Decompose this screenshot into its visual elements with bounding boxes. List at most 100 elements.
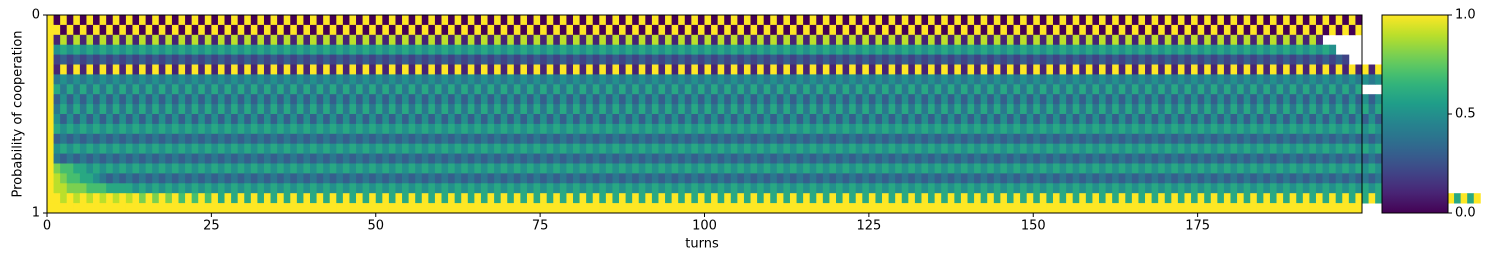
- heatmap-cell: [868, 114, 876, 125]
- heatmap-cell: [809, 24, 817, 36]
- heatmap-cell: [1342, 15, 1350, 26]
- heatmap-cell: [323, 74, 331, 85]
- heatmap-cell: [1052, 15, 1060, 26]
- heatmap-cell: [908, 34, 916, 46]
- heatmap-cell: [1289, 64, 1297, 75]
- heatmap-cell: [1184, 94, 1192, 105]
- heatmap-cell: [612, 44, 620, 55]
- heatmap-cell: [428, 54, 436, 65]
- heatmap-cell: [868, 54, 876, 65]
- heatmap-cell: [1342, 183, 1350, 194]
- heatmap-cell: [1329, 193, 1337, 204]
- heatmap-cell: [895, 74, 903, 85]
- heatmap-cell: [375, 84, 383, 95]
- heatmap-cell: [967, 54, 975, 65]
- heatmap-cell: [454, 44, 462, 55]
- heatmap-cell: [1000, 163, 1008, 174]
- heatmap-cell: [711, 173, 719, 184]
- heatmap-cell: [750, 163, 758, 174]
- heatmap-cell: [1125, 74, 1133, 85]
- heatmap-cell: [1118, 94, 1126, 105]
- heatmap-cell: [1145, 94, 1152, 105]
- heatmap-cell: [132, 44, 140, 55]
- heatmap-cell: [408, 123, 416, 135]
- heatmap-cell: [882, 84, 889, 95]
- heatmap-cell: [513, 74, 521, 85]
- heatmap-cell: [1269, 173, 1277, 184]
- heatmap-cell: [467, 94, 475, 105]
- heatmap-cell: [540, 44, 548, 55]
- heatmap-cell: [408, 94, 416, 105]
- heatmap-cell: [106, 44, 114, 55]
- heatmap-cell: [730, 104, 738, 115]
- heatmap-cell: [1289, 44, 1297, 55]
- heatmap-cell: [796, 193, 804, 204]
- heatmap-cell: [448, 123, 456, 135]
- heatmap-cell: [1164, 64, 1172, 75]
- heatmap-cell: [1302, 64, 1310, 75]
- heatmap-cell: [461, 133, 469, 145]
- heatmap-cell: [1125, 143, 1133, 154]
- heatmap-cell: [763, 123, 771, 135]
- heatmap-cell: [750, 183, 758, 194]
- heatmap-cell: [310, 203, 317, 214]
- heatmap-cell: [1256, 64, 1264, 75]
- heatmap-cell: [263, 54, 271, 65]
- heatmap-cell: [914, 123, 922, 135]
- heatmap-cell: [198, 15, 206, 26]
- heatmap-cell: [1164, 143, 1172, 154]
- heatmap-cell: [375, 133, 383, 145]
- heatmap-cell: [388, 114, 396, 125]
- heatmap-cell: [244, 163, 252, 174]
- heatmap-cell: [454, 183, 462, 194]
- heatmap-cell: [1289, 193, 1297, 204]
- heatmap-cell: [533, 84, 541, 95]
- heatmap-cell: [573, 64, 580, 75]
- heatmap-cell: [783, 153, 791, 164]
- heatmap-cell: [1013, 183, 1021, 194]
- heatmap-cell: [888, 84, 896, 95]
- heatmap-cell: [494, 15, 502, 26]
- heatmap-cell: [941, 114, 949, 125]
- heatmap-cell: [139, 153, 147, 164]
- heatmap-cell: [513, 123, 521, 135]
- heatmap-cell: [724, 193, 732, 204]
- heatmap-cell: [1276, 34, 1284, 46]
- heatmap-cell: [1289, 94, 1297, 105]
- heatmap-cell: [1158, 133, 1166, 145]
- heatmap-cell: [356, 114, 363, 125]
- heatmap-cell: [1177, 193, 1185, 204]
- heatmap-cell: [730, 15, 738, 26]
- heatmap-cell: [822, 104, 830, 115]
- heatmap-cell: [1105, 153, 1113, 164]
- heatmap-cell: [921, 44, 929, 55]
- heatmap-cell: [1302, 104, 1310, 115]
- heatmap-cell: [1322, 24, 1330, 36]
- heatmap-cell: [47, 173, 54, 184]
- heatmap-cell: [987, 94, 995, 105]
- heatmap-cell: [224, 15, 232, 26]
- heatmap-cell: [1046, 163, 1054, 174]
- heatmap-cell: [1131, 74, 1139, 85]
- heatmap-cell: [467, 114, 475, 125]
- heatmap-cell: [750, 143, 758, 154]
- heatmap-cell: [362, 203, 370, 214]
- heatmap-cell: [980, 34, 988, 46]
- heatmap-cell: [428, 163, 436, 174]
- heatmap-cell: [974, 24, 982, 36]
- heatmap-cell: [1125, 104, 1133, 115]
- heatmap-cell: [901, 94, 909, 105]
- heatmap-cell: [1269, 104, 1277, 115]
- heatmap-cell: [803, 34, 811, 46]
- heatmap-cell: [737, 173, 745, 184]
- heatmap-cell: [421, 34, 429, 46]
- heatmap-cell: [1276, 114, 1284, 125]
- heatmap-cell: [1335, 24, 1343, 36]
- heatmap-cell: [796, 143, 804, 154]
- heatmap-cell: [1309, 44, 1317, 55]
- heatmap-cell: [434, 84, 442, 95]
- heatmap-cell: [579, 163, 587, 174]
- heatmap-cell: [1151, 143, 1159, 154]
- heatmap-cell: [310, 24, 317, 36]
- heatmap-cell: [921, 34, 929, 46]
